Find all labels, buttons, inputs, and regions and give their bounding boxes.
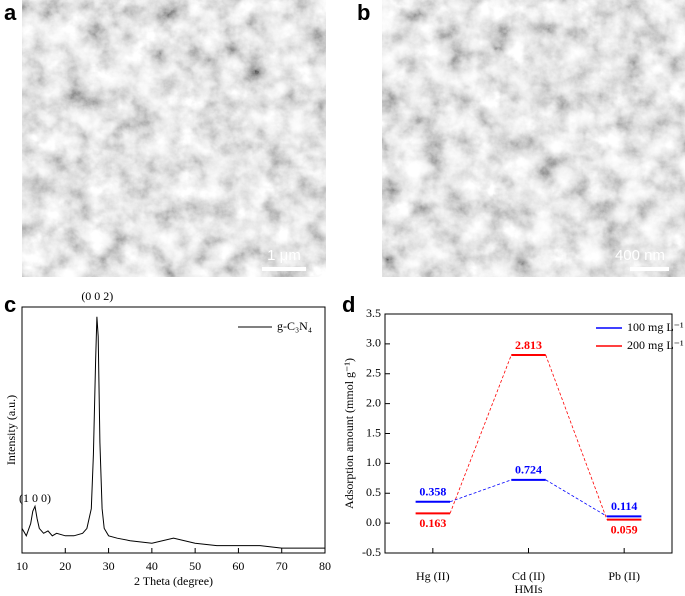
x-tick-label: Hg (II) <box>416 569 450 583</box>
x-axis-label: 2 Theta (degree) <box>134 574 213 588</box>
connector <box>449 479 512 503</box>
panel-label: a <box>4 0 17 25</box>
panel-label: c <box>4 292 16 317</box>
y-axis-label: Intensity (a.u.) <box>4 395 18 465</box>
x-tick-label: 30 <box>103 559 115 573</box>
y-tick-label: 2.0 <box>366 395 381 409</box>
y-tick-label: 1.5 <box>366 425 381 439</box>
data-line <box>21 316 325 549</box>
connector <box>449 354 512 514</box>
plot-frame <box>21 306 326 554</box>
y-tick-label: 0.0 <box>366 515 381 529</box>
legend-label: 200 mg L⁻¹ <box>627 338 684 352</box>
x-tick-label: 50 <box>189 559 201 573</box>
x-tick-label: 20 <box>59 559 71 573</box>
y-tick-label: 1.0 <box>366 455 381 469</box>
y-tick-label: 3.5 <box>366 306 381 320</box>
x-tick-label: 10 <box>16 559 28 573</box>
x-tick-label: 70 <box>276 559 288 573</box>
scale-bar-label: 1 μm <box>267 247 301 264</box>
x-axis-label: HMIs <box>514 582 542 596</box>
y-tick-label: 0.5 <box>366 485 381 499</box>
value-label: 0.358 <box>419 484 446 498</box>
x-tick-label: 40 <box>146 559 158 573</box>
panel-label: b <box>357 0 370 25</box>
annotation: (1 0 0) <box>19 491 51 505</box>
connector <box>545 479 608 517</box>
sem-image <box>22 0 326 277</box>
panel-label: d <box>342 292 355 317</box>
x-tick-label: Pb (II) <box>608 569 640 583</box>
y-axis-label: Adsorption amount (mmol g⁻¹) <box>342 358 356 509</box>
value-label: 0.163 <box>419 516 446 530</box>
sem-image <box>382 0 685 277</box>
scale-bar-label: 400 nm <box>615 247 665 264</box>
value-label: 0.724 <box>515 463 542 477</box>
x-tick-label: 80 <box>319 559 331 573</box>
y-tick-label: -0.5 <box>362 545 381 559</box>
y-tick-label: 3.0 <box>366 336 381 350</box>
annotation: (0 0 2) <box>81 289 113 303</box>
connector <box>545 354 608 520</box>
value-label: 0.059 <box>611 522 638 536</box>
y-tick-label: 2.5 <box>366 366 381 380</box>
value-label: 0.114 <box>611 499 637 513</box>
legend-label: 100 mg L⁻¹ <box>627 320 684 334</box>
value-label: 2.813 <box>515 338 542 352</box>
x-tick-label: 60 <box>232 559 244 573</box>
legend-label: g-C₃N₄ <box>277 319 312 333</box>
x-tick-label: Cd (II) <box>512 569 545 583</box>
